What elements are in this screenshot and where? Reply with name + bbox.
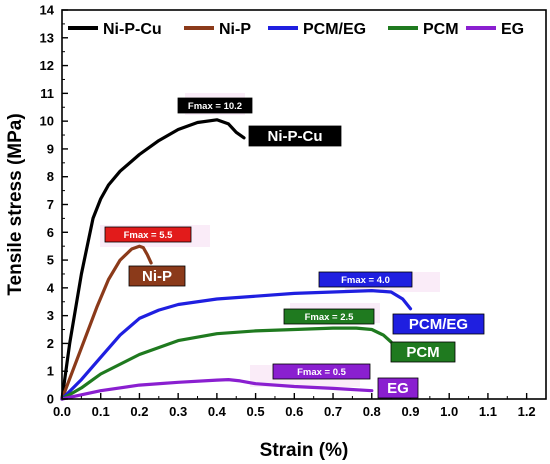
y-tick-label: 6 bbox=[47, 225, 54, 240]
y-tick-label: 13 bbox=[40, 30, 54, 45]
fmax-label: Fmax = 2.5 bbox=[305, 312, 355, 323]
x-tick-label: 0.3 bbox=[169, 404, 187, 419]
fmax-box bbox=[104, 226, 192, 243]
legend-label: Ni-P bbox=[219, 21, 251, 38]
series-line-ni-p-cu bbox=[60, 118, 246, 401]
x-tick-label: 0.2 bbox=[130, 404, 148, 419]
fmax-label: Fmax = 4.0 bbox=[341, 275, 390, 286]
y-tick-label: 9 bbox=[47, 141, 54, 156]
annotations: Fmax = 10.2 Ni-P-Cu Fmax = 5.5 Ni-P Fmax = 4… bbox=[104, 97, 485, 399]
y-tick-label: 14 bbox=[40, 3, 55, 18]
x-tick-label: 1.2 bbox=[518, 404, 536, 419]
curve-label-box bbox=[377, 377, 419, 399]
x-tick-label: 1.1 bbox=[479, 404, 497, 419]
x-tick-label: 0.9 bbox=[401, 404, 419, 419]
legend-label: PCM bbox=[423, 21, 459, 38]
y-tick-label: 5 bbox=[47, 253, 54, 268]
y-tick-label: 7 bbox=[47, 197, 54, 212]
series-line-ni-p bbox=[60, 244, 153, 401]
axes: 0.0 0.1 0.2 0.3 0.4 0.5 0.6 0.7 0.8 0.9 1.0 1.1 1.2 0… bbox=[5, 3, 547, 461]
x-tick-label: 0.6 bbox=[285, 404, 303, 419]
x-tick-label: 0.8 bbox=[363, 404, 381, 419]
y-tick-label: 0 bbox=[47, 392, 54, 407]
x-tick-label: 0.4 bbox=[208, 404, 227, 419]
curve-label-box bbox=[390, 341, 456, 363]
x-tick-label: 0.5 bbox=[247, 404, 265, 419]
fmax-box bbox=[283, 308, 375, 325]
plot-series bbox=[60, 118, 413, 401]
fmax-label: Fmax = 10.2 bbox=[188, 101, 242, 112]
legend-label: PCM/EG bbox=[303, 21, 366, 38]
legend-label: EG bbox=[501, 21, 524, 38]
fmax-box bbox=[318, 271, 413, 288]
y-tick-label: 10 bbox=[40, 114, 54, 129]
series-line-eg bbox=[60, 378, 374, 401]
legend: Ni-P-Cu Ni-P PCM/EG PCM EG bbox=[68, 21, 524, 38]
y-tick-label: 4 bbox=[47, 280, 55, 295]
fmax-box bbox=[177, 97, 253, 114]
x-tick-label: 1.0 bbox=[440, 404, 458, 419]
series-line-pcm-eg bbox=[60, 289, 413, 401]
curve-label: Ni-P bbox=[142, 268, 172, 285]
curve-label: PCM bbox=[406, 344, 439, 361]
plot-frame bbox=[61, 9, 547, 400]
y-axis-title: Tensile stress (MPa) bbox=[5, 113, 26, 295]
x-tick-label: 0.7 bbox=[324, 404, 342, 419]
legend-label: Ni-P-Cu bbox=[103, 21, 162, 38]
y-tick-label: 2 bbox=[47, 336, 54, 351]
fmax-box bbox=[272, 363, 371, 380]
series-line-pcm bbox=[60, 326, 393, 401]
curve-label: EG bbox=[387, 380, 409, 397]
y-tick-label: 8 bbox=[47, 169, 54, 184]
y-tick-label: 11 bbox=[40, 86, 54, 101]
y-tick-label: 1 bbox=[47, 364, 54, 379]
y-tick-label: 12 bbox=[40, 58, 54, 73]
curve-label: PCM/EG bbox=[409, 316, 468, 333]
curve-label: Ni-P-Cu bbox=[268, 128, 323, 145]
x-tick-label: 0.1 bbox=[92, 404, 110, 419]
curve-label-box bbox=[128, 265, 186, 287]
curve-label-box bbox=[392, 313, 485, 335]
fmax-label: Fmax = 5.5 bbox=[124, 230, 174, 241]
curve-label-box bbox=[248, 125, 342, 147]
x-tick-label: 0.0 bbox=[53, 404, 71, 419]
y-tick-label: 3 bbox=[47, 308, 54, 323]
x-axis-title: Strain (%) bbox=[260, 440, 349, 461]
fmax-label: Fmax = 0.5 bbox=[297, 367, 347, 378]
